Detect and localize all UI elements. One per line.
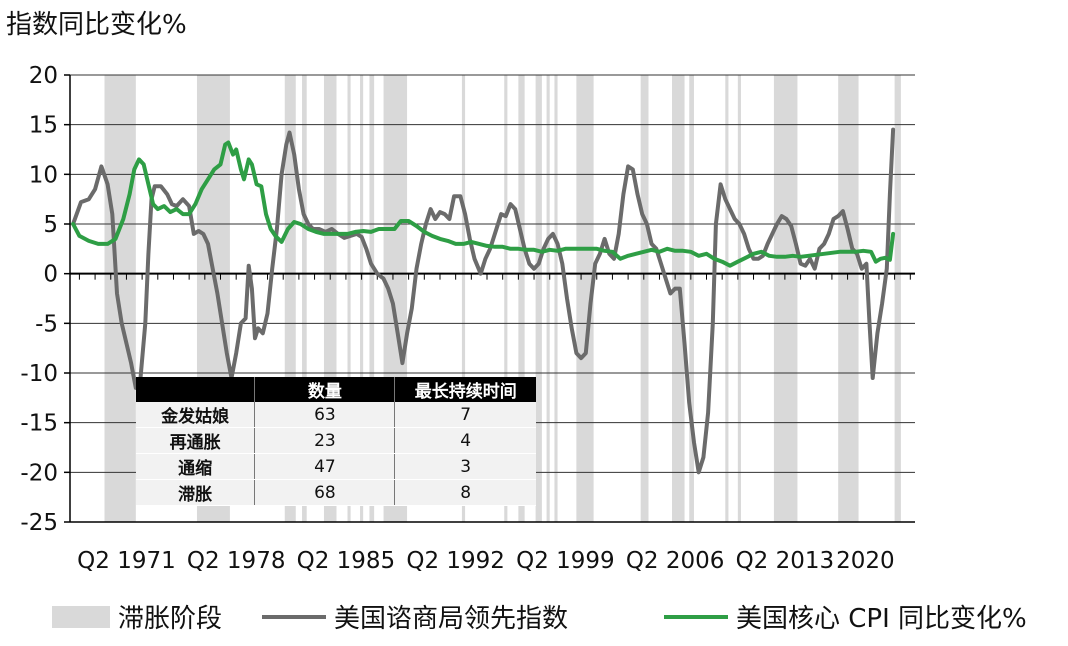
- x-tick-label: Q2 1999: [516, 548, 615, 574]
- stagflation-band: [546, 75, 550, 522]
- table-cell: 再通胀: [136, 427, 255, 454]
- stagflation-band: [360, 75, 364, 522]
- y-tick-label: -15: [20, 411, 58, 437]
- table-cell: 金发姑娘: [136, 402, 255, 428]
- table-cell: 8: [394, 479, 536, 506]
- y-tick-label: 0: [43, 262, 58, 288]
- table-header-cell: 最长持续时间: [394, 377, 536, 402]
- stagflation-band: [369, 75, 375, 522]
- table-row: 滞胀 68 8: [136, 479, 536, 506]
- table-cell: 4: [394, 427, 536, 454]
- x-tick-label: Q2 1978: [187, 548, 286, 574]
- stagflation-band: [554, 75, 558, 522]
- table-cell: 7: [394, 402, 536, 428]
- stagflation-band: [894, 75, 901, 522]
- y-axis-ticks: 20 15 10 5 0 -5 -10 -15 -20 -25: [20, 63, 70, 536]
- y-tick-label: 10: [29, 162, 58, 188]
- table-header-cell: [136, 377, 255, 402]
- legend-item-leading-index: 美国谘商局领先指数: [262, 598, 568, 635]
- stagflation-band: [504, 75, 508, 522]
- table-cell: 23: [254, 427, 396, 454]
- table-row: 通缩 47 3: [136, 453, 536, 480]
- legend-swatch-line: [664, 614, 728, 619]
- legend-swatch-line: [262, 614, 326, 619]
- x-tick-label: Q2 1992: [406, 548, 505, 574]
- stagflation-band: [535, 75, 542, 522]
- y-axis-title: 指数同比变化%: [6, 10, 187, 40]
- y-tick-label: -10: [20, 361, 58, 387]
- legend-label: 滞胀阶段: [118, 604, 223, 634]
- y-tick-label: 20: [29, 63, 58, 89]
- x-tick-label: Q2 1971: [77, 548, 176, 574]
- x-tick-label: 2020: [836, 548, 895, 574]
- stagflation-band: [518, 75, 525, 522]
- series-line-leading-index: [71, 127, 896, 475]
- table-header-row: 数量 最长持续时间: [136, 377, 536, 402]
- stagflation-band: [672, 75, 685, 522]
- stagflation-band: [104, 75, 136, 522]
- table-cell: 63: [254, 402, 396, 428]
- stagflation-band: [576, 75, 594, 522]
- table-row: 金发姑娘 63 7: [136, 402, 536, 428]
- stagflation-band: [838, 75, 859, 522]
- legend-label: 美国谘商局领先指数: [334, 604, 569, 634]
- legend-swatch-box: [52, 605, 110, 628]
- stagflation-band: [689, 75, 694, 522]
- stagflation-band: [773, 75, 798, 522]
- x-tick-label: Q2 2006: [626, 548, 725, 574]
- table-header-cell: 数量: [254, 377, 396, 402]
- y-tick-label: -20: [20, 460, 58, 486]
- table-row: 再通胀 23 4: [136, 427, 536, 454]
- stagflation-band: [725, 75, 729, 522]
- y-tick-label: 5: [43, 212, 58, 238]
- y-tick-label: -5: [35, 311, 58, 337]
- legend-item-core-cpi: 美国核心 CPI 同比变化%: [664, 598, 1027, 635]
- y-tick-label: 15: [29, 113, 58, 139]
- chart-legend: 滞胀阶段 美国谘商局领先指数 美国核心 CPI 同比变化%: [0, 598, 1068, 638]
- y-tick-label: -25: [20, 510, 58, 536]
- table-cell: 68: [254, 479, 396, 506]
- table-cell: 通缩: [136, 453, 255, 480]
- stagflation-band: [737, 75, 741, 522]
- stagflation-band: [640, 75, 649, 522]
- stagflation-band: [461, 75, 466, 522]
- stagflation-band: [302, 75, 307, 522]
- legend-item-stagflation: 滞胀阶段: [52, 598, 222, 635]
- regime-stats-table: 数量 最长持续时间 金发姑娘 63 7 再通胀 23 4 通缩 47 3 滞胀 …: [136, 377, 536, 506]
- stagflation-band: [347, 75, 351, 522]
- table-cell: 3: [394, 453, 536, 480]
- stagflation-band: [284, 75, 296, 522]
- x-axis-ticks: Q2 1971 Q2 1978 Q2 1985 Q2 1992 Q2 1999 Q2 20…: [70, 272, 915, 574]
- series-line-core-cpi: [71, 140, 896, 268]
- table-cell: 滞胀: [136, 479, 255, 506]
- x-tick-label: Q2 1985: [297, 548, 396, 574]
- table-cell: 47: [254, 453, 396, 480]
- series-lines: [71, 127, 896, 475]
- legend-label: 美国核心 CPI 同比变化%: [736, 604, 1027, 634]
- x-tick-label: Q2 2013: [736, 548, 835, 574]
